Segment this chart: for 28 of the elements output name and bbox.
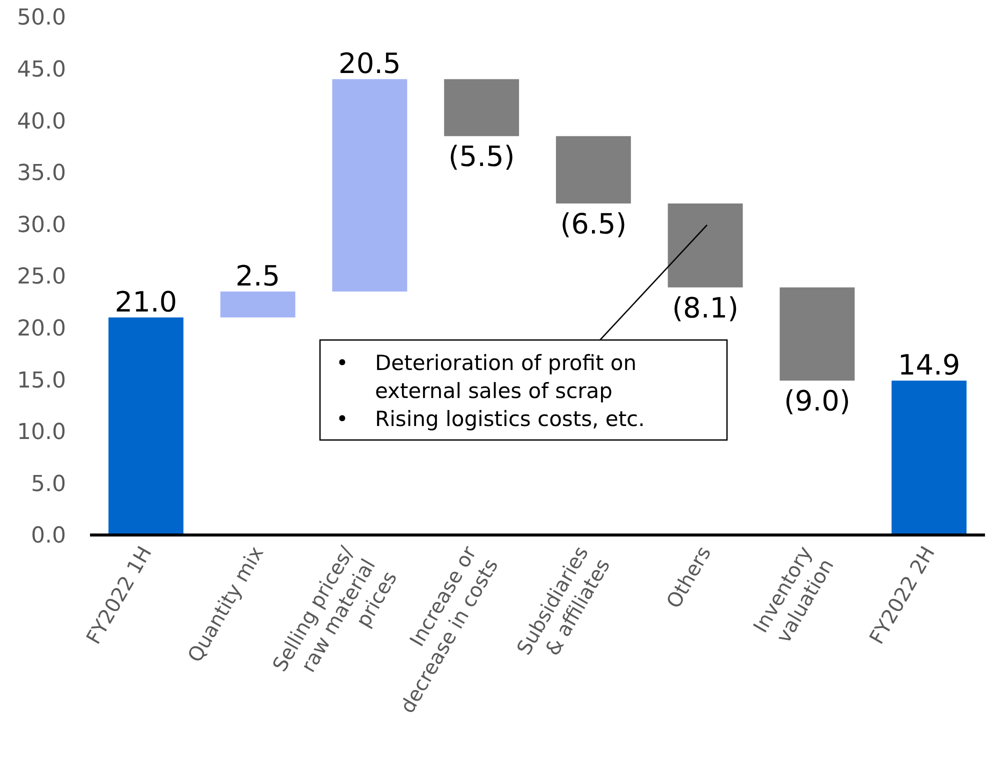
data-label: (5.5) [448,140,515,174]
bar [892,380,967,535]
bar [668,203,743,288]
data-label: (8.1) [672,291,739,324]
data-label: 20.5 [338,47,401,80]
y-tick-label: 10.0 [17,420,66,446]
y-tick-label: 0.0 [31,524,66,549]
bar [444,79,520,136]
bar [556,136,631,204]
data-label: (6.5) [560,207,627,240]
bar [332,79,408,292]
y-tick-label: 15.0 [17,368,66,394]
data-label: 14.9 [898,348,960,382]
data-label: 21.0 [114,285,178,318]
y-tick-label: 30.0 [17,212,66,238]
y-tick-label: 45.0 [17,58,66,82]
y-tick-label: 20.0 [17,316,66,342]
y-tick-label: 35.0 [17,161,66,186]
y-tick-label: 25.0 [17,264,66,290]
text: • Deterioration of profit on external sales of scrap • Rising logistics costs, etc. [336,351,645,431]
bar [220,292,296,318]
bar [108,317,184,535]
bar [780,287,855,381]
y-tick-label: 5.0 [31,472,66,497]
y-tick-label: 40.0 [17,109,66,134]
y-tick-label: 50.0 [17,6,66,31]
data-label: 2.5 [236,260,280,293]
data-label: (9.0) [784,384,850,418]
